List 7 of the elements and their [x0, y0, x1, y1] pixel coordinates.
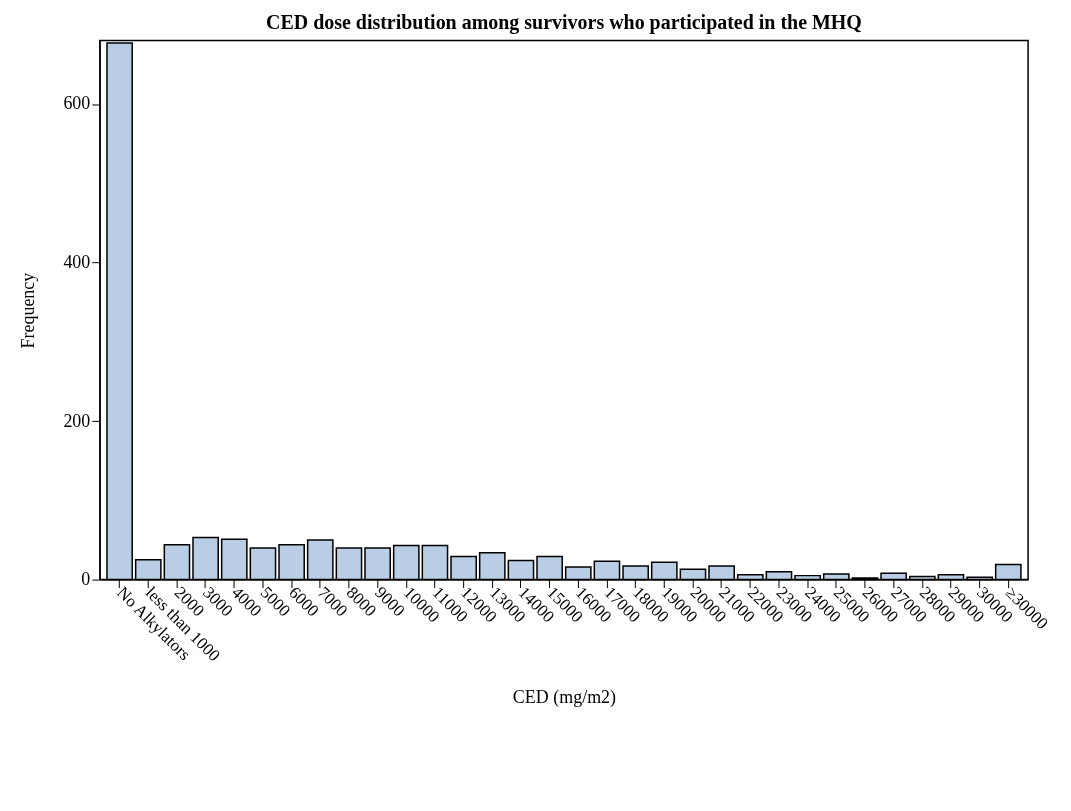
y-tick-label: 0 — [81, 569, 91, 590]
y-tick-label: 600 — [63, 93, 91, 114]
y-tick-label: 200 — [63, 410, 91, 431]
x-axis-title: CED (mg/m2) — [512, 687, 617, 709]
y-tick-label: 400 — [63, 252, 91, 273]
chart-title: CED dose distribution among survivors who participated in the MHQ — [266, 10, 862, 34]
y-axis-title: Frequency — [18, 272, 39, 349]
